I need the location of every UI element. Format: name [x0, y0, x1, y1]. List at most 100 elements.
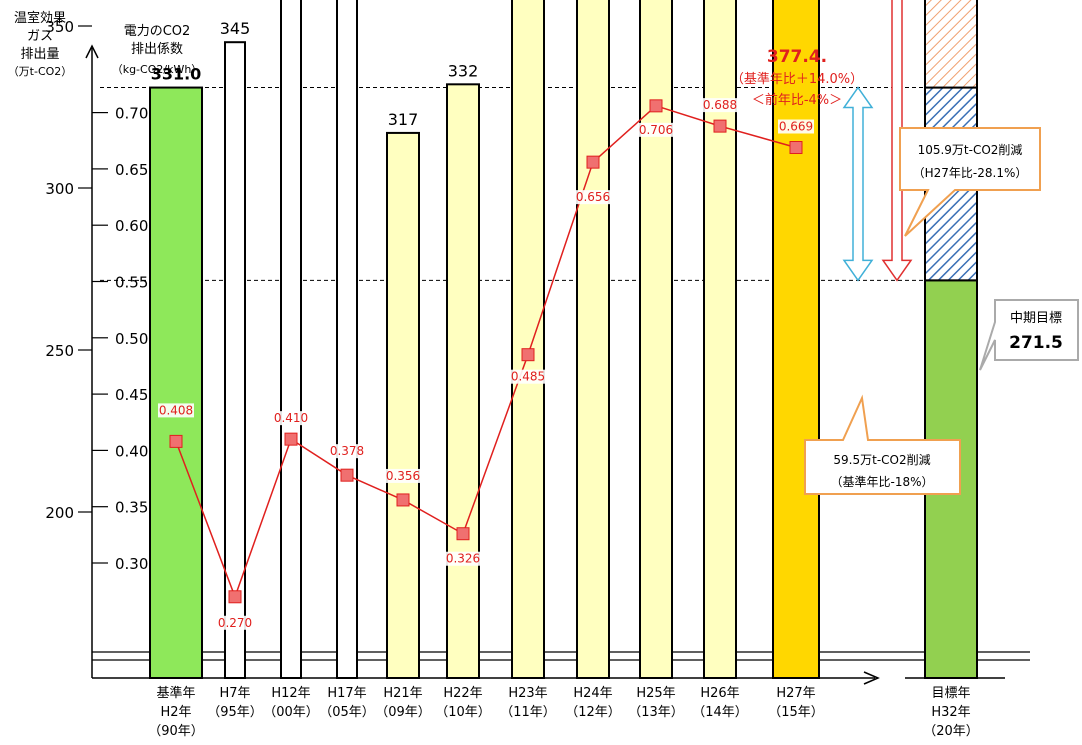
bar	[446, 83, 480, 679]
bar	[511, 0, 545, 679]
left-axis-title-line: ガス	[27, 29, 53, 44]
left-tick-label: 250	[45, 342, 74, 360]
category-label: H25年	[636, 686, 675, 701]
coefficient-marker	[396, 493, 410, 507]
bar-value-labels: 331.0345379377317332364433457393	[151, 19, 479, 129]
y-axis-arrow-icon	[85, 44, 99, 59]
midterm-label: 中期目標	[1010, 311, 1062, 326]
category-label: （20年）	[923, 724, 979, 739]
callout-top: 105.9万t-CO2削減 （H27年比-28.1%）	[899, 127, 1041, 237]
category-label: （12年）	[565, 705, 621, 720]
coefficient-label: 0.485	[511, 370, 545, 384]
callout-top-line2: （H27年比-28.1%）	[913, 166, 1028, 180]
coefficient-marker	[169, 434, 183, 448]
callout-bottom-line1: 59.5万t-CO2削減	[833, 452, 930, 467]
coefficient-marker	[649, 99, 663, 113]
category-label: H27年	[776, 686, 815, 701]
right-tick-label: 0.35	[115, 499, 148, 517]
left-axis-title-line: 排出量	[20, 47, 59, 62]
coefficient-label-bg	[702, 98, 738, 113]
coefficient-marker	[713, 119, 727, 133]
coefficient-marker	[284, 432, 298, 446]
callout-bottom-line2: （基準年比-18%）	[830, 474, 933, 489]
right-tick-label: 0.65	[115, 161, 148, 179]
coefficient-label-bg	[217, 615, 253, 630]
coefficient-marker	[521, 348, 535, 362]
blue-double-arrow-icon	[842, 86, 874, 282]
h27-prev-ratio-label: ＜前年比-4%＞	[752, 92, 842, 108]
bar	[703, 0, 737, 680]
right-axis-title: 電力のCO2 排出係数 （kg-CO2/kWh）	[112, 24, 203, 76]
coefficient-label-bg	[385, 468, 421, 483]
coefficient-label: 0.688	[703, 98, 737, 112]
bar	[224, 41, 246, 679]
right-tick-label: 0.50	[115, 330, 148, 348]
coefficient-label-bg	[575, 190, 611, 205]
midterm-target-callout: 中期目標 271.5	[979, 299, 1079, 371]
bar	[386, 131, 420, 680]
bar	[772, 0, 820, 680]
right-tick-label: 0.55	[115, 274, 148, 292]
coefficient-label: 0.326	[446, 552, 480, 566]
coefficient-marker	[228, 590, 242, 604]
coefficient-label: 0.656	[576, 190, 610, 204]
left-axis-title-line: 温室効果	[14, 10, 66, 26]
coefficient-marker	[340, 468, 354, 482]
category-label: 基準年	[156, 685, 195, 701]
right-tick-label: 0.60	[115, 217, 148, 235]
left-axis-title-line: （万t-CO2）	[8, 65, 73, 78]
right-tick-label: 0.70	[115, 105, 148, 123]
callout-bottom: 59.5万t-CO2削減 （基準年比-18%）	[804, 394, 961, 495]
category-label: H12年	[271, 686, 310, 701]
category-label: H7年	[219, 686, 250, 701]
coefficient-label-bg	[273, 411, 309, 426]
category-label: H21年	[383, 686, 422, 701]
category-label: （13年）	[628, 705, 684, 720]
category-label: （95年）	[207, 705, 263, 720]
category-label: （15年）	[768, 705, 824, 720]
h27-value-label: 377.4.	[767, 47, 827, 67]
coefficient-label-bg	[638, 122, 674, 137]
left-tick-label: 300	[45, 180, 74, 198]
coefficient-label: 0.669	[779, 120, 813, 134]
bar-value-label: 317	[388, 110, 419, 129]
coefficient-label: 0.378	[330, 444, 364, 458]
category-label: H24年	[573, 686, 612, 701]
category-label: （10年）	[435, 705, 491, 720]
coefficient-label-bg	[510, 369, 546, 384]
bar	[576, 0, 610, 679]
category-label: H32年	[931, 705, 970, 720]
category-label: （11年）	[500, 705, 556, 720]
bar-value-label: 331.0	[151, 65, 202, 84]
bar	[149, 86, 203, 679]
coefficient-marker	[586, 155, 600, 169]
category-label: （05年）	[319, 705, 375, 720]
range-arrows	[842, 0, 913, 282]
category-label: （90年）	[148, 724, 204, 739]
axis-ticks: 4504003503002502000.700.650.600.550.500.…	[45, 18, 148, 573]
left-axis-title: 温室効果 ガス 排出量 （万t-CO2）	[8, 10, 73, 78]
bar	[280, 0, 302, 680]
target-reduction-orange-hatched	[924, 0, 978, 89]
category-label: 目標年	[931, 686, 970, 701]
callout-top-line1: 105.9万t-CO2削減	[918, 142, 1023, 157]
bars	[149, 0, 978, 680]
right-axis-title-line: 電力のCO2	[124, 24, 191, 39]
midterm-value: 271.5	[1009, 333, 1063, 353]
x-axis-arrow-icon	[863, 671, 880, 685]
coefficient-label: 0.706	[639, 123, 673, 137]
category-labels: 基準年 H2年 （90年） H7年 （95年） H12年 （00年） H17年 （05年） H21…	[148, 685, 979, 739]
coefficient-label-bg	[445, 551, 481, 566]
category-label: H23年	[508, 686, 547, 701]
category-label: H22年	[443, 686, 482, 701]
h27-annotation: 377.4. （基準年比＋14.0%） ＜前年比-4%＞	[731, 47, 863, 108]
bar-value-label: 332	[448, 61, 479, 80]
right-tick-label: 0.45	[115, 386, 148, 404]
category-label: （00年）	[263, 705, 319, 720]
coefficient-marker	[789, 141, 803, 155]
coefficient-label: 0.410	[274, 411, 308, 425]
left-tick-label: 350	[45, 18, 74, 36]
red-double-arrow-icon	[881, 0, 913, 282]
right-axis-title-line: 排出係数	[131, 42, 183, 57]
